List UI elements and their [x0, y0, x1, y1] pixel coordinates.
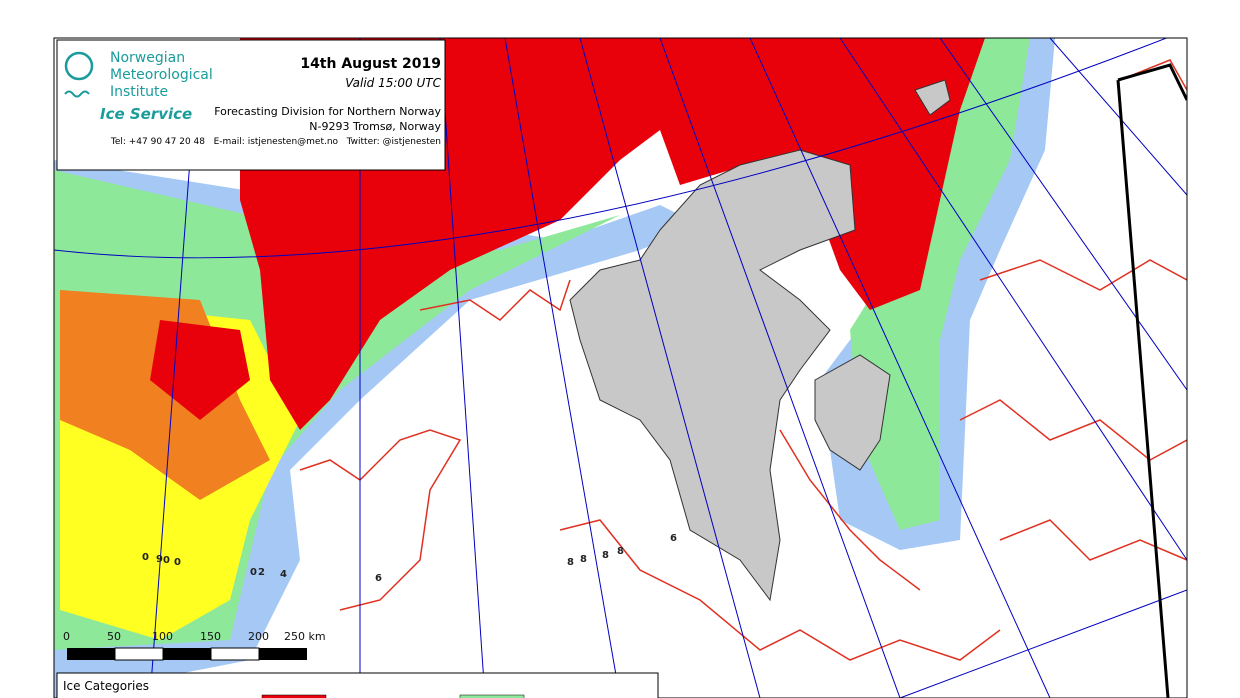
contact: Tel: +47 90 47 20 48 E-mail: istjenesten…	[110, 137, 441, 147]
map-label: 8	[617, 546, 624, 557]
org-name: Norwegian	[110, 50, 185, 66]
org-name: Meteorological	[110, 67, 213, 83]
division: Forecasting Division for Northern Norway	[214, 105, 441, 118]
logo-circle	[64, 51, 94, 81]
ice-zone-red-patch	[150, 320, 250, 420]
map-label: 0	[250, 567, 257, 578]
address: N-9293 Tromsø, Norway	[309, 120, 441, 133]
map-label: 6	[670, 533, 677, 544]
ice-zone-orange	[60, 290, 270, 500]
service-name: Ice Service	[100, 105, 192, 123]
header-box: Norwegian Meteorological Institute Ice S…	[56, 39, 446, 171]
map-frame	[53, 37, 1188, 698]
map-label: 9	[156, 554, 163, 565]
legend-title: Ice Categories	[63, 679, 149, 693]
map-label: 8	[602, 550, 609, 561]
boundary-line	[1116, 63, 1187, 698]
scale-label: 250 km	[284, 630, 326, 643]
logo-wave	[64, 90, 90, 98]
depth-contours	[299, 59, 1187, 661]
ice-zone-green-east	[850, 38, 1030, 530]
scale-label: 200	[248, 630, 269, 643]
map-area	[54, 38, 1187, 698]
map-labels: 6 6 8 8 8 8 0 2 4 0 9 0 0	[142, 533, 677, 584]
map-label: 8	[567, 557, 574, 568]
edgeoya-land	[814, 354, 891, 471]
graticule	[54, 38, 1187, 698]
map-label: 0	[174, 557, 181, 568]
map-label: 6	[375, 573, 382, 584]
org-name: Institute	[110, 84, 168, 100]
valid-time: Valid 15:00 UTC	[345, 76, 441, 90]
map-label: 2	[258, 567, 265, 578]
map-label: 8	[580, 554, 587, 565]
map-label: 0	[163, 555, 170, 566]
legend-box: Ice Categories	[56, 672, 659, 698]
scale-label: 150	[200, 630, 221, 643]
island-land	[914, 79, 951, 116]
chart-date: 14th August 2019	[300, 56, 441, 72]
scale-label: 100	[152, 630, 173, 643]
scale-label: 50	[107, 630, 121, 643]
scale-bar: 0 50 100 150 200 250 km	[63, 630, 326, 661]
map-label: 0	[142, 552, 149, 563]
scale-label: 0	[63, 630, 70, 643]
map-label: 4	[280, 569, 287, 580]
